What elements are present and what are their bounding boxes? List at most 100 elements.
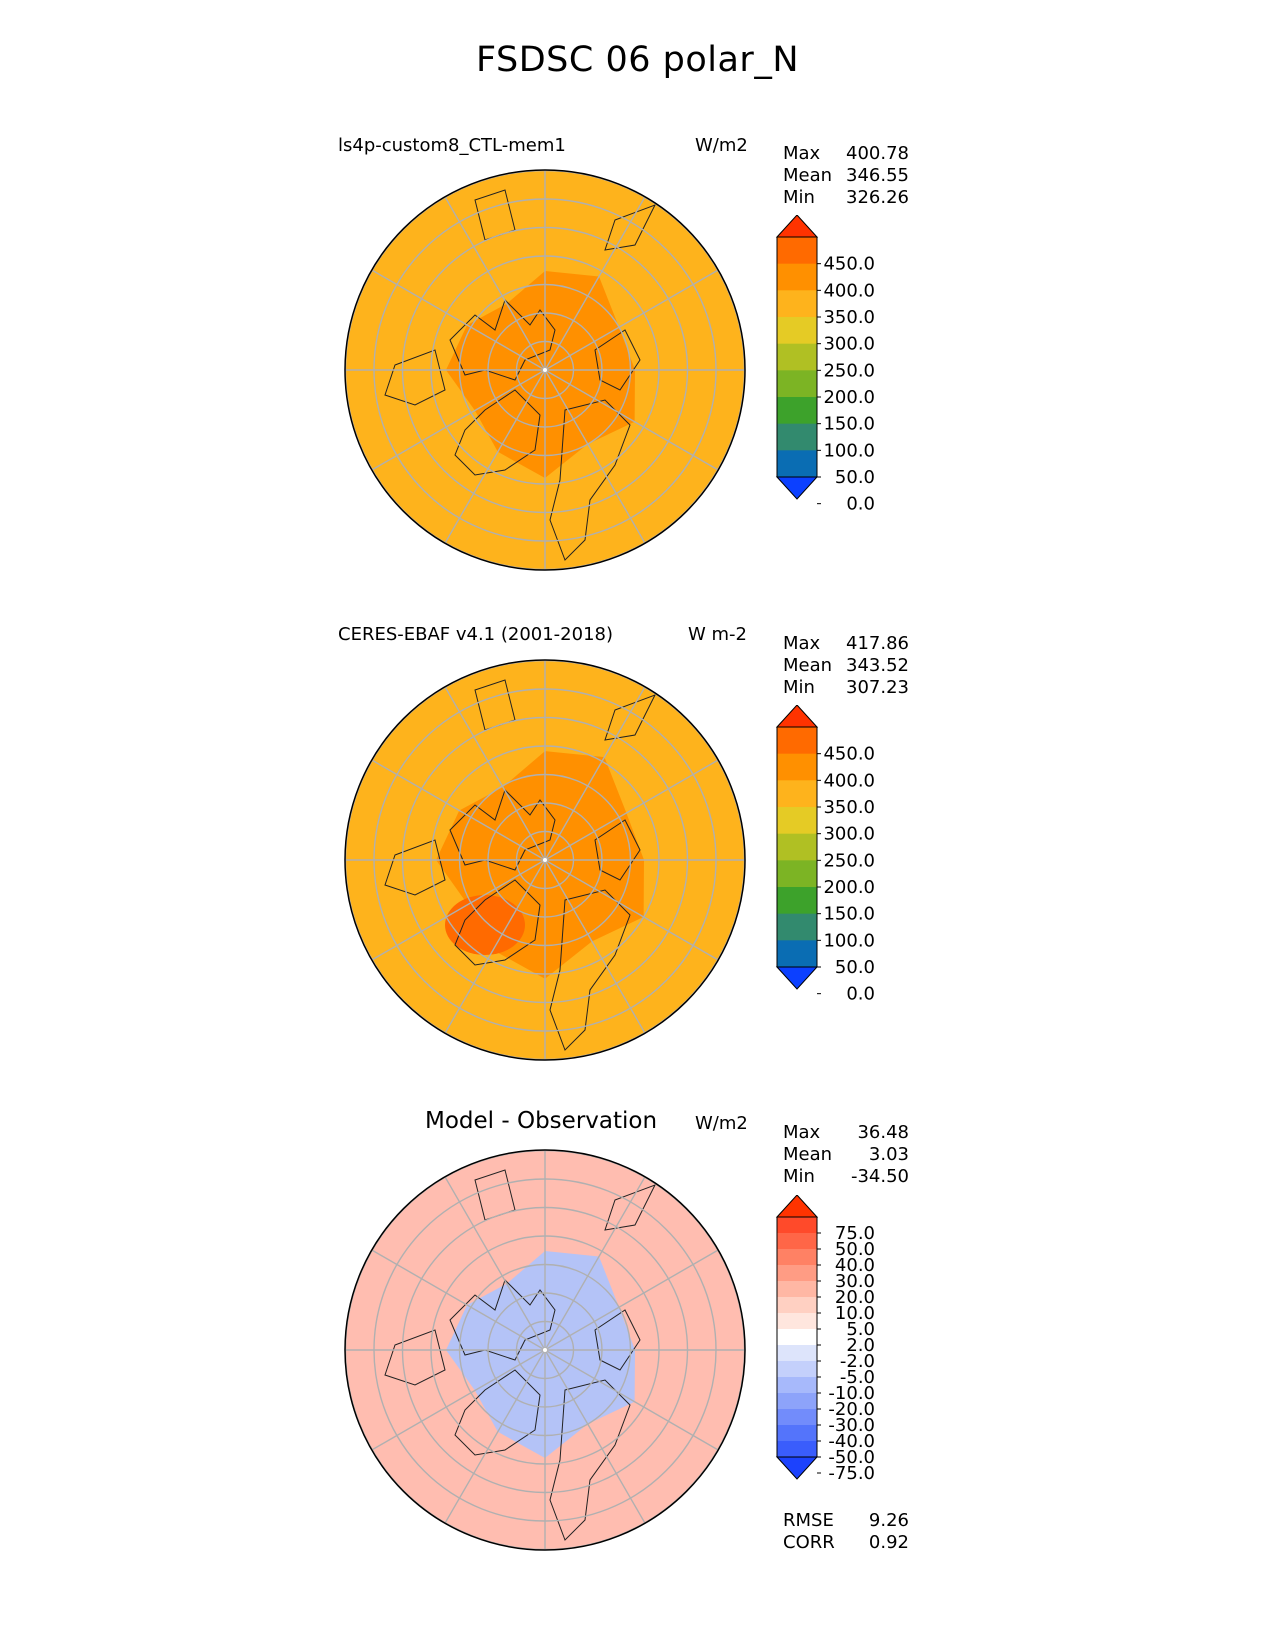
north-pole-marker: [543, 1348, 547, 1352]
colorbar-difference: 75.050.040.030.020.010.05.02.0-2.0-5.0-1…: [775, 1195, 875, 1484]
panel-diff-extra-stats: RMSE 9.26 CORR 0.92: [783, 1510, 909, 1554]
colorbar-segment: [777, 1441, 817, 1458]
colorbar-segment: [777, 1281, 817, 1298]
colorbar-tick-label: 150.0: [823, 904, 875, 925]
colorbar-tick-label: -30.0: [828, 1415, 875, 1436]
colorbar-tick-label: 0.0: [846, 984, 875, 1005]
colorbar-tick-label: -75.0: [828, 1463, 875, 1484]
colorbar-tick-label: -5.0: [840, 1367, 875, 1388]
polar-map-difference: [344, 1149, 746, 1551]
panel-obs-stats: Max 417.86 Mean 343.52 Min 307.23: [783, 633, 909, 699]
stat-value: 343.52: [846, 655, 909, 676]
stat-value: 9.26: [868, 1510, 909, 1531]
colorbar-segment: [777, 237, 817, 265]
polar-map-observation: [344, 659, 746, 1061]
stat-name: Min: [783, 1166, 815, 1187]
stat-name: Max: [783, 633, 821, 654]
colorbar-segment: [777, 370, 817, 398]
colorbar-tick-label: 400.0: [823, 770, 875, 791]
colorbar-segment: [777, 727, 817, 755]
north-pole-marker: [543, 858, 547, 862]
colorbar-tick-label: 150.0: [823, 414, 875, 435]
map-boundary: [344, 169, 746, 571]
stat-name: Max: [783, 143, 821, 164]
stat-value: 307.23: [846, 677, 909, 698]
colorbar-tick-label: 100.0: [823, 440, 875, 461]
panel-diff-units: W/m2: [695, 1113, 748, 1134]
coastline: [454, 1369, 541, 1456]
colorbar-tick-label: 350.0: [823, 307, 875, 328]
panel-diff-stats: Max 36.48 Mean 3.03 Min -34.50: [783, 1122, 909, 1188]
colorbar-tick-label: 300.0: [823, 824, 875, 845]
colorbar-tick-label: 450.0: [823, 254, 875, 275]
colorbar-extend-top: [775, 1195, 819, 1218]
colorbar-extend-bottom: [775, 966, 819, 990]
colorbar-segment: [777, 1265, 817, 1282]
colorbar-tick-label: -20.0: [828, 1399, 875, 1420]
colorbar-tick-label: 2.0: [846, 1335, 875, 1356]
stat-value: -34.50: [850, 1166, 909, 1187]
colorbar-tick-label: 400.0: [823, 280, 875, 301]
stat-name: Mean: [783, 655, 833, 676]
stat-value: 3.03: [868, 1144, 909, 1165]
colorbar-segment: [777, 833, 817, 861]
colorbar-segment: [777, 860, 817, 888]
stat-name: CORR: [783, 1532, 835, 1553]
colorbar-tick-label: 40.0: [835, 1255, 875, 1276]
stat-value: 36.48: [857, 1122, 909, 1143]
stat-name: Min: [783, 187, 815, 208]
colorbar-segment: [777, 1393, 817, 1410]
colorbar-extend-top: [775, 705, 819, 728]
colorbar-segment: [777, 780, 817, 808]
colorbar-tick-label: -10.0: [828, 1383, 875, 1404]
panel-model-units: W/m2: [695, 135, 748, 156]
stat-name: RMSE: [783, 1510, 834, 1531]
colorbar-tick-label: -50.0: [828, 1447, 875, 1468]
stat-value: 326.26: [846, 187, 909, 208]
colorbar-tick-label: 5.0: [846, 1319, 875, 1340]
colorbar-segment: [777, 940, 817, 968]
colorbar-extend-bottom: [775, 476, 819, 500]
colorbar-tick-label: 250.0: [823, 850, 875, 871]
colorbar-model: 450.0 400.0 350.0 300.0 250.0 200.0 150.0 100.0…: [775, 215, 875, 515]
colorbar-segment: [777, 423, 817, 451]
colorbar-tick-label: 0.0: [846, 494, 875, 515]
panel-model-label: ls4p-custom8_CTL-mem1: [338, 135, 566, 156]
colorbar-tick-label: 200.0: [823, 877, 875, 898]
polar-region: [446, 1251, 635, 1458]
colorbar-tick-label: 30.0: [835, 1271, 875, 1292]
colorbar-segment: [777, 317, 817, 345]
coastline: [384, 1329, 446, 1386]
colorbar-extend-top: [775, 215, 819, 238]
polar-region: [446, 271, 635, 478]
stat-value: 0.92: [868, 1532, 909, 1553]
colorbar-segment: [777, 1329, 817, 1346]
colorbar-segment: [777, 1409, 817, 1426]
polar-map-model: [344, 169, 746, 571]
colorbar-segment: [777, 450, 817, 478]
stat-name: Max: [783, 1122, 821, 1143]
colorbar-tick-label: 200.0: [823, 387, 875, 408]
coastline: [454, 879, 541, 966]
coastline: [384, 349, 446, 406]
colorbar-extend-bottom: [775, 1456, 819, 1480]
panel-obs-units: W m-2: [688, 624, 748, 645]
stat-name: Mean: [783, 1144, 833, 1165]
panel-obs-label: CERES-EBAF v4.1 (2001-2018): [338, 624, 614, 645]
colorbar-tick-label: 250.0: [823, 360, 875, 381]
colorbar-segment: [777, 263, 817, 291]
coastline: [384, 839, 446, 896]
colorbar-frame: [776, 1216, 818, 1458]
colorbar-tick-label: 20.0: [835, 1287, 875, 1308]
map-field: [345, 170, 745, 570]
colorbar-segment: [777, 1345, 817, 1362]
north-pole-marker: [543, 368, 547, 372]
coastline: [604, 204, 657, 251]
stat-value: 417.86: [846, 633, 909, 654]
panel-model-stats: Max 400.78 Mean 346.55 Min 326.26: [783, 143, 909, 209]
colorbar-segment: [777, 1217, 817, 1234]
colorbar-segment: [777, 1377, 817, 1394]
map-field: [345, 660, 745, 1060]
stat-name: Min: [783, 677, 815, 698]
colorbar-segment: [777, 343, 817, 371]
